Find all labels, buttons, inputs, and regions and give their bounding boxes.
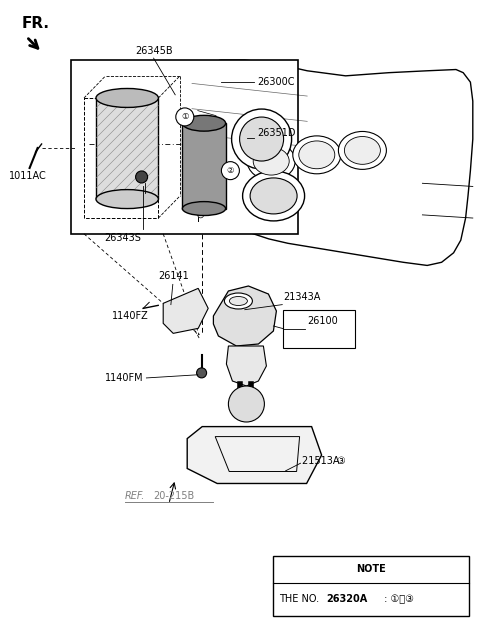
Text: ①: ① — [181, 112, 189, 121]
Ellipse shape — [250, 178, 297, 214]
Polygon shape — [180, 60, 473, 265]
Circle shape — [221, 162, 240, 179]
Text: 21343A: 21343A — [283, 292, 321, 302]
Circle shape — [198, 120, 204, 126]
Text: 1140FM: 1140FM — [106, 373, 144, 383]
Bar — [273, 556, 469, 616]
Text: 20-215B: 20-215B — [153, 491, 194, 501]
Ellipse shape — [96, 88, 158, 107]
Ellipse shape — [229, 296, 247, 305]
Text: 26300C: 26300C — [257, 77, 294, 87]
Text: 26345B: 26345B — [135, 46, 172, 56]
Ellipse shape — [293, 136, 341, 174]
Polygon shape — [163, 288, 208, 333]
Text: 26141: 26141 — [158, 271, 189, 281]
Ellipse shape — [182, 202, 226, 216]
Ellipse shape — [253, 147, 289, 175]
Bar — [96, 98, 158, 199]
Ellipse shape — [247, 142, 295, 180]
Text: NOTE: NOTE — [356, 564, 386, 574]
Text: 26343S: 26343S — [104, 233, 141, 243]
Bar — [182, 123, 226, 209]
Polygon shape — [214, 286, 276, 346]
Circle shape — [240, 117, 284, 161]
Text: ③: ③ — [336, 456, 345, 466]
Text: REF.: REF. — [125, 491, 145, 501]
Text: 26320A: 26320A — [326, 594, 368, 604]
Ellipse shape — [344, 137, 380, 164]
Text: 26100: 26100 — [307, 316, 338, 326]
Circle shape — [198, 183, 204, 190]
Text: ②: ② — [227, 166, 234, 175]
Circle shape — [198, 152, 204, 158]
Bar — [71, 60, 298, 234]
Text: 26351D: 26351D — [257, 128, 295, 138]
Text: FR.: FR. — [22, 16, 49, 31]
Ellipse shape — [96, 190, 158, 209]
Polygon shape — [187, 427, 322, 483]
Bar — [283, 310, 355, 348]
Circle shape — [198, 212, 204, 218]
Ellipse shape — [182, 116, 226, 131]
Text: THE NO.: THE NO. — [278, 594, 319, 604]
Ellipse shape — [242, 171, 305, 221]
Polygon shape — [227, 346, 266, 386]
Circle shape — [135, 171, 148, 183]
Text: 1011AC: 1011AC — [9, 171, 47, 181]
Ellipse shape — [225, 293, 252, 309]
Text: 1140FZ: 1140FZ — [112, 311, 149, 321]
Circle shape — [228, 386, 264, 422]
Circle shape — [232, 109, 292, 169]
Text: 21513A: 21513A — [302, 456, 343, 466]
Circle shape — [176, 108, 194, 126]
Ellipse shape — [299, 141, 335, 169]
Ellipse shape — [338, 131, 386, 169]
Circle shape — [197, 368, 206, 378]
Text: : ①－③: : ①－③ — [381, 594, 413, 604]
